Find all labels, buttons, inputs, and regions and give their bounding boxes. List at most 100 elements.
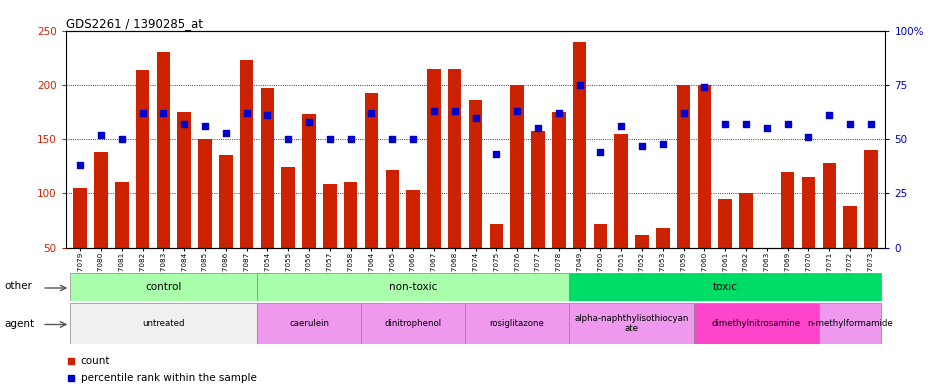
- Point: [301, 119, 316, 125]
- Bar: [136, 70, 149, 302]
- Bar: [115, 182, 128, 302]
- Bar: [323, 184, 336, 302]
- Point: [613, 123, 628, 129]
- Bar: [69, 303, 256, 344]
- Bar: [568, 273, 881, 301]
- Point: [239, 110, 254, 116]
- Text: n-methylformamide: n-methylformamide: [806, 319, 892, 328]
- Point: [446, 108, 461, 114]
- Point: [800, 134, 815, 140]
- Text: other: other: [5, 281, 33, 291]
- Point: [550, 110, 565, 116]
- Bar: [360, 303, 464, 344]
- Point: [509, 108, 524, 114]
- Bar: [427, 69, 440, 302]
- Bar: [801, 177, 814, 302]
- Point: [385, 136, 400, 142]
- Bar: [447, 69, 461, 302]
- Point: [405, 136, 420, 142]
- Point: [862, 121, 877, 127]
- Point: [155, 110, 170, 116]
- Bar: [489, 224, 503, 302]
- Point: [634, 142, 649, 149]
- Bar: [464, 303, 568, 344]
- Bar: [260, 88, 274, 302]
- Bar: [344, 182, 357, 302]
- Text: percentile rank within the sample: percentile rank within the sample: [80, 373, 256, 383]
- Bar: [364, 93, 378, 302]
- Point: [343, 136, 358, 142]
- Bar: [73, 188, 87, 302]
- Point: [738, 121, 753, 127]
- Text: count: count: [80, 356, 110, 366]
- Text: control: control: [145, 282, 182, 292]
- Point: [344, 156, 358, 162]
- Point: [197, 123, 212, 129]
- Point: [758, 125, 773, 131]
- Bar: [219, 156, 232, 302]
- Bar: [468, 100, 482, 302]
- Text: dinitrophenol: dinitrophenol: [384, 319, 441, 328]
- Point: [344, 310, 358, 316]
- Bar: [177, 112, 191, 302]
- Bar: [822, 163, 835, 302]
- Bar: [635, 235, 648, 302]
- Bar: [759, 261, 773, 302]
- Bar: [614, 134, 627, 302]
- Point: [530, 125, 545, 131]
- Point: [572, 82, 587, 88]
- Bar: [842, 207, 856, 302]
- Point: [73, 162, 88, 168]
- Point: [841, 121, 856, 127]
- Point: [94, 132, 109, 138]
- Point: [363, 110, 378, 116]
- Bar: [385, 170, 399, 302]
- Text: caerulein: caerulein: [288, 319, 329, 328]
- Point: [654, 141, 669, 147]
- Point: [426, 108, 441, 114]
- Bar: [256, 273, 568, 301]
- Bar: [406, 190, 419, 302]
- Bar: [655, 228, 669, 302]
- Point: [114, 136, 129, 142]
- Point: [177, 121, 192, 127]
- Bar: [739, 194, 752, 302]
- Text: alpha-naphthylisothiocyan
ate: alpha-naphthylisothiocyan ate: [574, 314, 688, 333]
- Point: [322, 136, 337, 142]
- Point: [821, 112, 836, 118]
- Text: untreated: untreated: [142, 319, 184, 328]
- Point: [696, 84, 711, 90]
- Bar: [198, 139, 212, 302]
- Bar: [697, 85, 710, 302]
- Point: [717, 121, 732, 127]
- Bar: [95, 152, 108, 302]
- Point: [489, 151, 504, 157]
- Point: [592, 149, 607, 155]
- Bar: [593, 224, 607, 302]
- Bar: [302, 114, 315, 302]
- Point: [780, 121, 795, 127]
- Bar: [281, 167, 295, 302]
- Bar: [676, 85, 690, 302]
- Text: GDS2261 / 1390285_at: GDS2261 / 1390285_at: [66, 17, 202, 30]
- Text: toxic: toxic: [712, 282, 737, 292]
- Bar: [240, 60, 253, 302]
- Point: [676, 110, 691, 116]
- Bar: [780, 172, 794, 302]
- Bar: [718, 199, 731, 302]
- Point: [467, 114, 482, 121]
- Bar: [69, 273, 256, 301]
- Bar: [551, 112, 565, 302]
- Text: agent: agent: [5, 319, 35, 329]
- Point: [218, 130, 233, 136]
- Bar: [572, 41, 586, 302]
- Bar: [156, 53, 170, 302]
- Point: [135, 110, 150, 116]
- Text: dimethylnitrosamine: dimethylnitrosamine: [711, 319, 800, 328]
- Bar: [531, 131, 544, 302]
- Bar: [510, 85, 523, 302]
- Text: non-toxic: non-toxic: [388, 282, 437, 292]
- Bar: [694, 303, 818, 344]
- Text: rosiglitazone: rosiglitazone: [490, 319, 544, 328]
- Point: [259, 112, 274, 118]
